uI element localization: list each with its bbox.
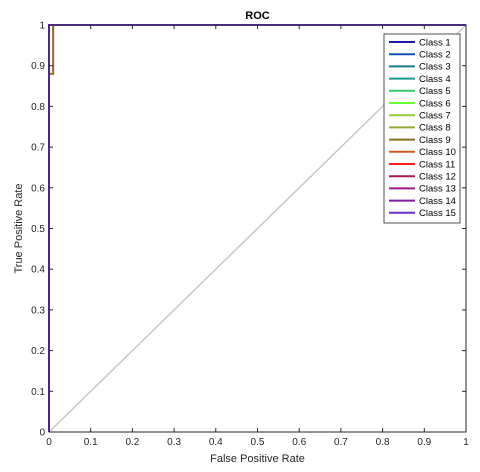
legend-label-class-5: Class 5 [419,86,451,97]
x-tick-label: 0.3 [167,437,181,448]
x-tick-label: 0.8 [376,437,390,448]
x-tick-label: 0 [46,437,52,448]
y-tick-label: 1 [39,21,45,32]
y-tick-label: 0.2 [31,346,45,357]
x-tick-label: 0.9 [417,437,431,448]
legend-label-class-9: Class 9 [419,135,451,146]
legend-label-class-15: Class 15 [419,208,456,219]
y-tick-label: 0.5 [31,224,45,235]
y-tick-label: 0.8 [31,102,45,113]
legend-label-class-13: Class 13 [419,184,456,195]
legend-label-class-14: Class 14 [419,196,456,207]
x-tick-label: 0.1 [84,437,98,448]
legend-label-class-7: Class 7 [419,111,451,122]
x-tick-label: 0.4 [209,437,223,448]
y-tick-label: 0.6 [31,183,45,194]
y-tick-label: 0 [39,428,45,439]
legend-label-class-12: Class 12 [419,172,456,183]
legend-label-class-3: Class 3 [419,62,451,73]
y-tick-label: 0.9 [31,61,45,72]
x-tick-label: 0.6 [292,437,306,448]
x-axis-label: False Positive Rate [210,453,305,465]
legend-label-class-4: Class 4 [419,74,451,85]
y-tick-label: 0.1 [31,387,45,398]
legend-label-class-2: Class 2 [419,50,451,61]
ticks-layer: 0 0.1 0.2 0.3 0.4 0.5 0.6 0.7 0.8 0.9 1 0 0.1 0.2 0.3 0… [31,21,469,449]
y-tick-label: 0.3 [31,305,45,316]
legend-label-class-6: Class 6 [419,98,451,109]
legend-label-class-11: Class 11 [419,159,455,170]
x-tick-label: 0.7 [334,437,348,448]
legend-label-class-8: Class 8 [419,123,451,134]
y-tick-label: 0.7 [31,143,45,154]
x-tick-label: 0.2 [125,437,139,448]
legend-label-class-10: Class 10 [419,147,456,158]
x-tick-label: 1 [463,437,469,448]
legend-label-class-1: Class 1 [419,37,451,48]
x-tick-label: 0.5 [251,437,265,448]
y-axis-label: True Positive Rate [13,183,25,273]
chart-title: ROC [245,10,270,22]
y-tick-label: 0.4 [31,265,45,276]
